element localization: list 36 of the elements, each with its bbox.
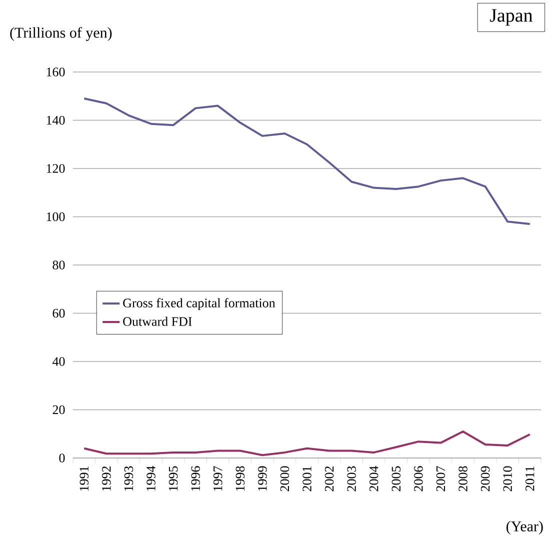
- y-tick-label: 40: [52, 357, 65, 366]
- x-tick-label: 1998: [236, 466, 245, 491]
- x-tick-label: 1992: [102, 466, 111, 491]
- x-tick-label: 2001: [302, 466, 312, 492]
- x-tick-label: 1997: [213, 466, 222, 491]
- x-tick-label: 2005: [392, 466, 401, 492]
- x-tick-label: 2009: [480, 466, 490, 492]
- x-axis-title: (Year): [506, 520, 543, 534]
- y-axis-title: (Trillions of yen): [10, 27, 112, 41]
- x-tick-label: 2011: [525, 466, 534, 491]
- legend-label: Gross fixed capital formation: [123, 298, 276, 310]
- y-tick-label: 80: [52, 260, 65, 270]
- x-tick-label: 2004: [369, 466, 378, 492]
- x-tick-label: 1999: [258, 466, 267, 491]
- x-tick-label: 1993: [124, 466, 134, 491]
- y-tick-label: 60: [52, 308, 65, 318]
- x-tick-label: 2008: [458, 466, 468, 492]
- y-tick-label: 100: [46, 212, 65, 222]
- chart-title: Japan: [490, 9, 533, 26]
- x-tick-label: 2006: [414, 466, 423, 492]
- x-tick-label: 1995: [168, 466, 178, 491]
- x-tick-label: 2010: [503, 466, 512, 492]
- y-tick-label: 0: [59, 454, 65, 462]
- x-tick-label: 1996: [191, 466, 200, 491]
- y-tick-label: 20: [52, 405, 65, 414]
- line-series: [83, 98, 531, 225]
- x-tick-label: 1991: [80, 466, 89, 491]
- y-tick-label: 120: [46, 164, 65, 173]
- x-tick-label: 2002: [324, 466, 334, 492]
- y-tick-label: 140: [46, 116, 65, 125]
- legend-label: Outward FDI: [123, 316, 192, 326]
- x-tick-label: 1994: [146, 466, 156, 491]
- y-tick-label: 160: [46, 68, 65, 76]
- x-tick-label: 2003: [347, 466, 356, 492]
- x-tick-label: 2007: [436, 466, 446, 492]
- x-tick-label: 2000: [280, 466, 290, 492]
